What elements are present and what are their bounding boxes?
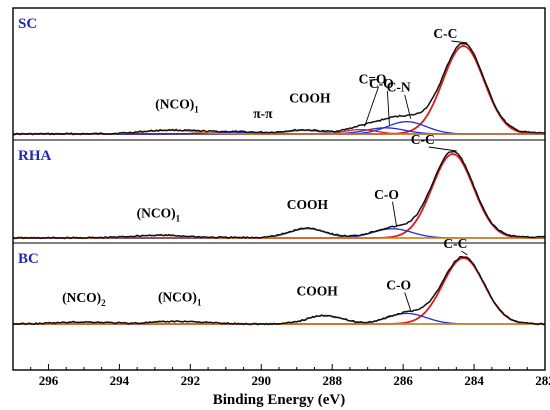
spectrum-envelope: [12, 42, 546, 136]
peak-label: (NCO)1: [137, 205, 181, 223]
peak-label: COOH: [289, 90, 331, 105]
x-tick-label: 290: [252, 373, 272, 388]
sample-label: SC: [18, 16, 37, 32]
peak-label: (NCO)2: [62, 290, 106, 308]
peak-label: π-π: [253, 106, 273, 121]
peak-label-main: COOH: [296, 283, 338, 298]
peak-label: C=O: [359, 72, 387, 87]
peak-label-main: COOH: [289, 90, 331, 105]
peak-label: C-C: [433, 26, 457, 41]
peak-label-main: C-O: [374, 187, 399, 202]
x-axis: 296 294 292 290 288 286 284 282 Binding Energy (…: [30, 364, 550, 408]
peak-label: COOH: [296, 283, 338, 298]
x-tick-label: 282: [535, 373, 550, 388]
x-tick-label: 286: [393, 373, 413, 388]
peak-label-main: C=O: [359, 72, 387, 87]
plot-frame: [12, 7, 546, 371]
peak-label: C-O: [374, 187, 399, 202]
peak-label-main: π-π: [253, 106, 273, 121]
label-leader: [404, 292, 412, 311]
x-axis-title: Binding Energy (eV): [213, 392, 346, 408]
peak-label: (NCO)1: [158, 289, 202, 307]
peak-label-main: C-N: [387, 80, 411, 95]
panel-labels: SCC-CC-NC-OC=OCOOHπ-π(NCO)1RHAC-CC-OCOOH…: [18, 16, 468, 311]
peak-label: C-C: [411, 132, 435, 147]
label-leader: [461, 250, 468, 256]
label-leader: [392, 201, 397, 226]
peak-label-sub: 2: [101, 298, 106, 308]
peak-label-main: (NCO): [158, 289, 197, 304]
peak-label-main: C-C: [411, 132, 435, 147]
peak-label: C-O: [386, 277, 411, 292]
spectrum-envelope: [12, 150, 546, 240]
fit-curves: [12, 42, 546, 326]
label-leader: [386, 90, 390, 125]
peak-label-main: C-C: [443, 236, 467, 251]
label-leader: [451, 40, 468, 44]
x-tick-label: 292: [181, 373, 201, 388]
spectrum-envelope: [12, 255, 546, 326]
peak-label-main: C-C: [433, 26, 457, 41]
label-leader: [364, 86, 379, 127]
plot-frame-rect: [12, 7, 546, 371]
sample-label: RHA: [18, 148, 52, 164]
peak-label-sub: 1: [194, 104, 199, 114]
peak-label: COOH: [287, 197, 329, 212]
label-leader: [428, 146, 457, 152]
peak-label-main: (NCO): [62, 290, 101, 305]
peak-label: C-N: [387, 80, 411, 95]
x-tick-label: 294: [110, 373, 130, 388]
peak-label-main: C-O: [369, 76, 394, 91]
label-leader: [404, 94, 412, 119]
sample-label: BC: [18, 251, 39, 267]
peak-label: (NCO)1: [155, 96, 199, 114]
peak-label-main: C-O: [386, 277, 411, 292]
x-tick-label: 296: [39, 373, 59, 388]
peak-label-sub: 1: [197, 297, 202, 307]
fit-curve: [13, 45, 546, 135]
peak-label: C-O: [369, 76, 394, 91]
x-tick-label: 288: [322, 373, 342, 388]
peak-label-main: (NCO): [155, 96, 194, 111]
panel-dividers: [13, 139, 545, 244]
peak-label-main: COOH: [287, 197, 329, 212]
x-tick-label: 284: [464, 373, 484, 388]
peak-label: C-C: [443, 236, 467, 251]
peak-label-main: (NCO): [137, 205, 176, 220]
peak-label-sub: 1: [176, 213, 181, 223]
